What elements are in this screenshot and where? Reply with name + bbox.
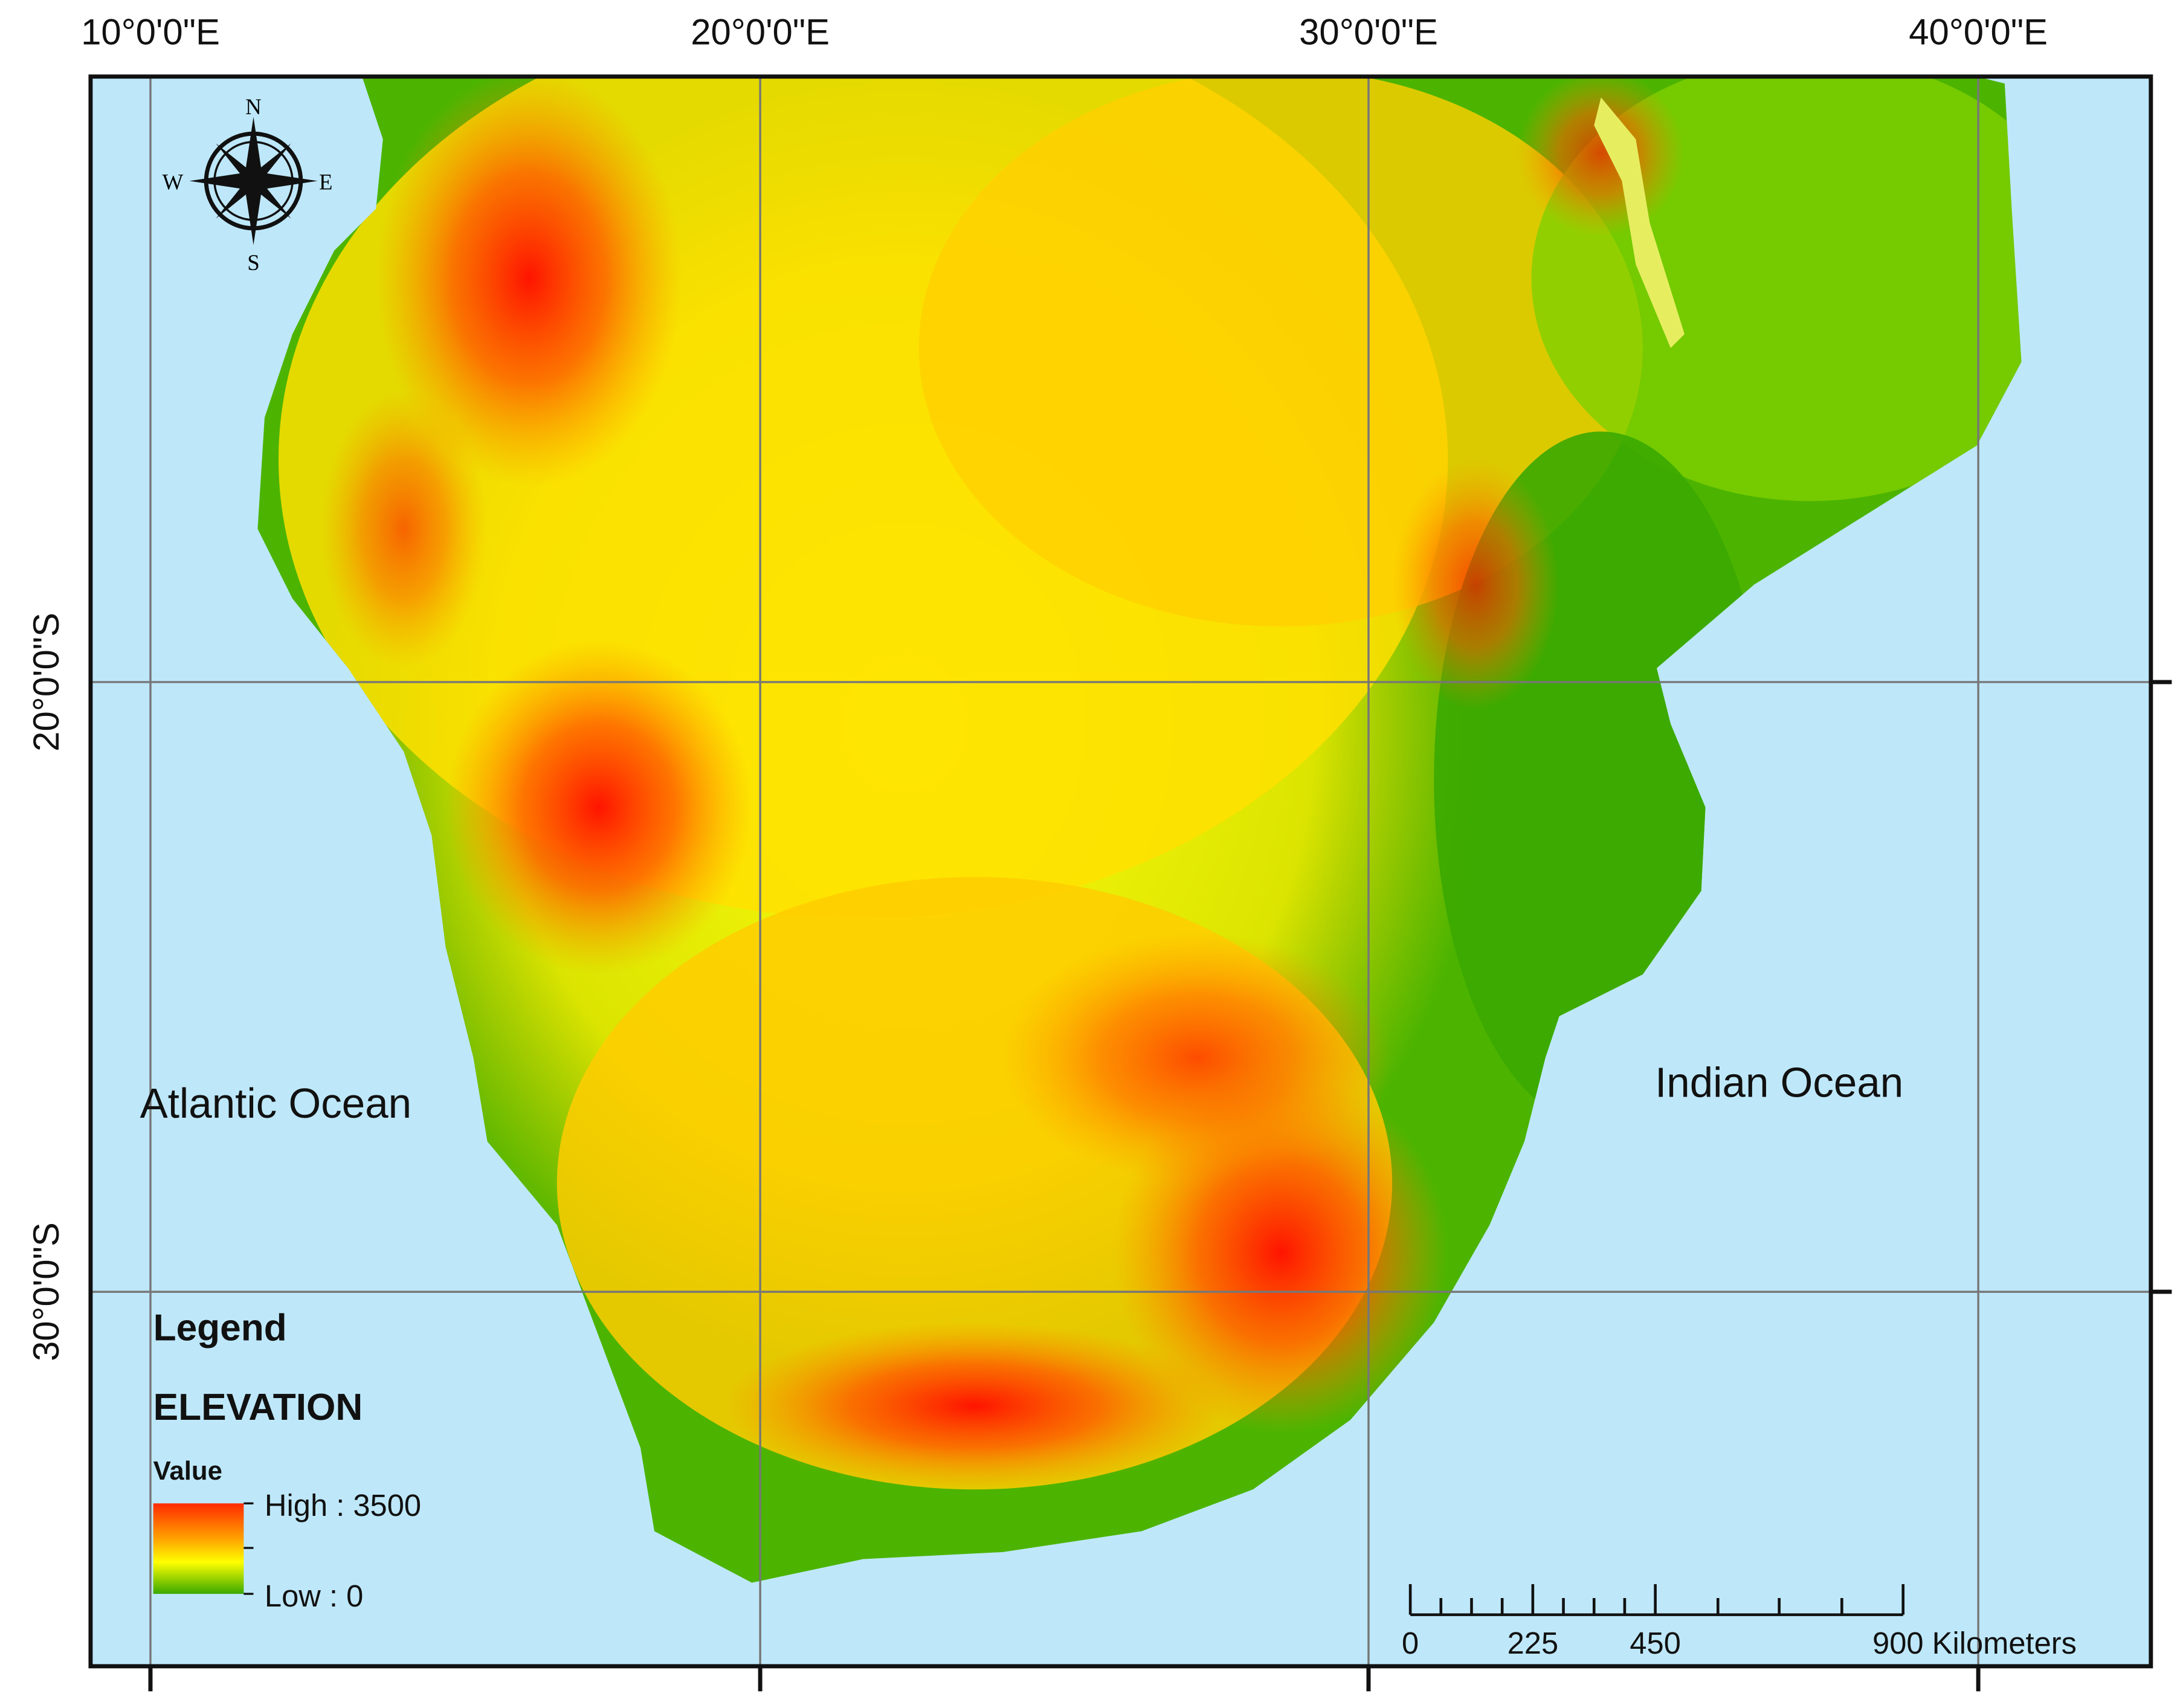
compass-point [216,143,258,185]
compass-point [189,172,254,190]
scale-bar [1408,1584,1905,1616]
compass-point [245,117,262,181]
legend-high: High : 3500 [265,1488,421,1523]
frame-ticks [148,680,2172,1692]
legend: Legend ELEVATION Value High : 3500 Low :… [153,1307,421,1613]
lake [1594,97,1685,348]
longitude-label: 20°0'0"E [691,12,830,53]
map-frame [88,74,2153,1669]
compass-point [249,176,291,219]
scale-label: 225 [1507,1626,1559,1660]
legend-layer: ELEVATION [153,1387,363,1428]
compass-point [249,143,291,185]
compass-point [245,181,262,245]
highland [1517,76,1685,237]
compass-letter: E [319,169,333,194]
legend-title: Legend [153,1307,287,1349]
compass-point [253,172,318,190]
highland [320,390,488,668]
legend-field: Value [153,1456,222,1486]
longitude-label: 10°0'0"E [81,12,220,53]
scale-label: 900 Kilometers [1872,1626,2077,1660]
legend-ramp [153,1503,244,1594]
legend-low: Low : 0 [265,1579,363,1613]
highland [1392,459,1559,711]
highland [724,1322,1225,1490]
compass-letter: N [245,94,262,119]
longitude-label: 40°0'0"E [1909,12,2048,53]
compass-rose: N S E W [162,94,332,275]
scale-label: 0 [1402,1626,1419,1660]
highland [445,640,752,975]
graticule [90,76,2151,1666]
latitude-label: 30°0'0"S [26,1222,66,1361]
ocean-label: Indian Ocean [1655,1059,1903,1106]
highland [1002,932,1393,1184]
compass-point [216,176,258,219]
scale-label: 450 [1630,1626,1681,1660]
highland [376,76,683,488]
compass-letter: S [247,250,260,275]
compass-letter: W [162,169,183,194]
longitude-label: 30°0'0"E [1299,12,1438,53]
latitude-label: 20°0'0"S [26,613,66,752]
ocean-label: Atlantic Ocean [140,1080,411,1127]
